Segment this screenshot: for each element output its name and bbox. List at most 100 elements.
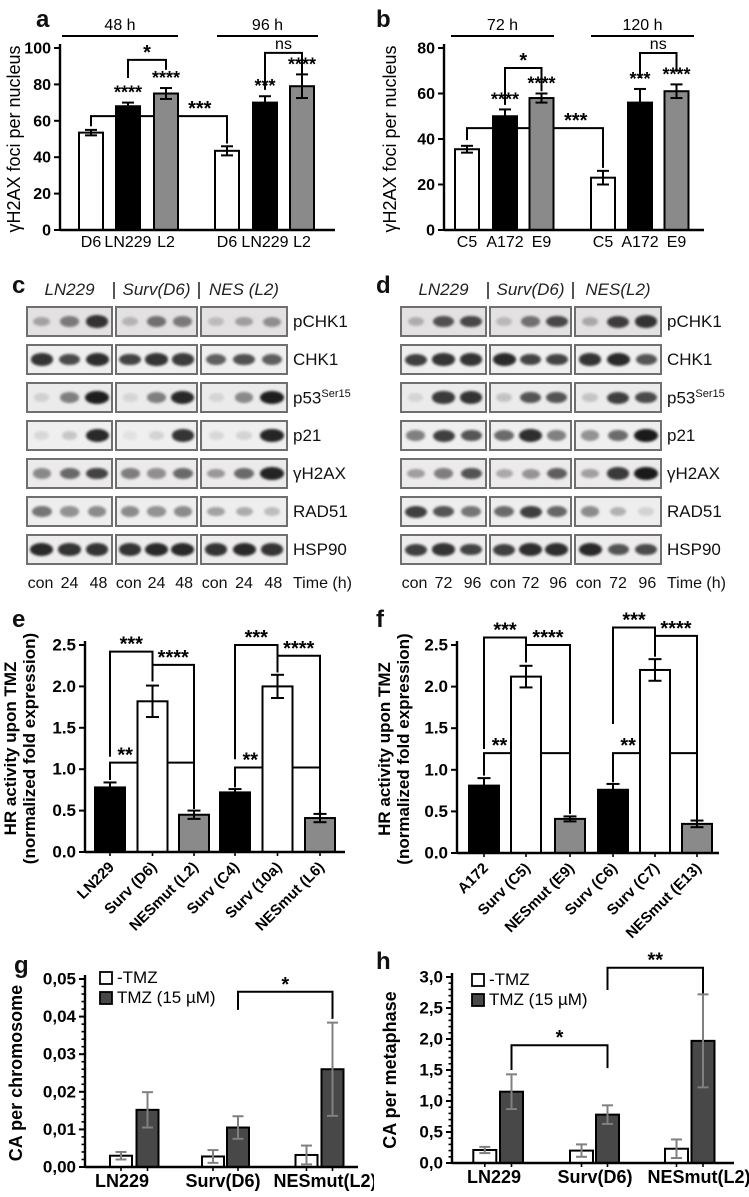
blot-band xyxy=(459,391,483,404)
blot-band xyxy=(122,431,138,440)
blot-row-box xyxy=(115,496,198,527)
blot-time-label: con xyxy=(401,575,428,592)
x-label: D6 xyxy=(217,234,238,251)
blot-band xyxy=(460,543,483,556)
blot-time-label: 24 xyxy=(147,575,166,592)
blot-band xyxy=(460,429,482,442)
blot-group-header: LN229 xyxy=(44,280,95,299)
y-tick-label: 0,05 xyxy=(43,970,76,989)
x-label: C5 xyxy=(457,234,478,251)
blot-row-box xyxy=(26,534,113,565)
blot-row-label: p21 xyxy=(293,425,322,445)
x-group-label: NESmut(L2) xyxy=(648,1167,749,1187)
blot-band xyxy=(147,468,166,479)
blot-row-box xyxy=(26,344,113,375)
y-tick-label: 1.5 xyxy=(424,719,448,738)
blot-band xyxy=(208,393,224,402)
bar xyxy=(663,90,690,231)
blot-band xyxy=(171,391,195,404)
blot-band xyxy=(86,467,109,480)
blot-time-label: con xyxy=(27,575,54,592)
x-group-label: Surv(D6) xyxy=(557,1167,632,1187)
blot-band xyxy=(234,392,254,403)
blot-band xyxy=(260,543,284,556)
panel-c: c LN229 Surv(D6) NES (L2) pCHK1 CHK1 p53Ser15… xyxy=(0,262,374,598)
blot-row-label: CHK1 xyxy=(667,349,713,369)
blot-row-box xyxy=(115,382,198,413)
significance-label: **** xyxy=(660,618,691,640)
y-tick-label: 60 xyxy=(417,86,435,103)
group-header-label: 48 h xyxy=(104,17,135,34)
blot-row-label: γH2AX xyxy=(293,463,346,483)
blot-band xyxy=(208,317,224,326)
blot-band xyxy=(606,467,630,480)
blot-band xyxy=(407,468,425,479)
blot-row-box xyxy=(400,458,487,489)
bar xyxy=(454,148,480,231)
y-tick-label: 1,5 xyxy=(419,1061,443,1080)
y-axis-title: CA per metaphase xyxy=(380,991,400,1148)
blot-band xyxy=(519,353,542,366)
x-label: A172 xyxy=(454,860,491,897)
blot-band xyxy=(85,315,109,328)
blot-band xyxy=(118,543,142,556)
y-tick-label: 2.5 xyxy=(424,636,448,655)
blot-row-box xyxy=(200,420,288,451)
blot-band xyxy=(582,393,598,402)
blot-band xyxy=(496,393,513,402)
significance-bracket xyxy=(639,52,678,79)
significance-label: **** xyxy=(532,627,563,649)
blot-row-label: RAD51 xyxy=(293,501,348,521)
blot-band xyxy=(59,468,80,479)
blot-row-box xyxy=(574,344,662,375)
significance-bracket xyxy=(606,966,704,994)
bar xyxy=(554,817,586,854)
blot-band xyxy=(638,507,654,516)
y-tick-label: 100 xyxy=(24,41,51,58)
blot-band xyxy=(607,543,629,556)
bar xyxy=(289,85,315,231)
blot-row-box xyxy=(489,306,572,337)
blot-row-label: γH2AX xyxy=(667,463,720,483)
blot-row-label: pCHK1 xyxy=(667,311,722,331)
blot-row-box xyxy=(115,344,198,375)
blot-band xyxy=(581,468,599,479)
y-tick-label: 2,0 xyxy=(419,1030,443,1049)
blot-time-axis-label: Time (h) xyxy=(667,575,726,592)
blot-band xyxy=(122,393,138,402)
blot-band xyxy=(492,353,516,366)
blot-band xyxy=(545,543,569,556)
blot-row-label: p21 xyxy=(667,425,696,445)
x-group-label: LN229 xyxy=(95,1171,149,1191)
blot-row-box xyxy=(200,306,288,337)
blot-row-box xyxy=(115,420,198,451)
blot-row-box xyxy=(574,496,662,527)
chart-g-ca-per-chromosome: * 0,00 0,01 0,02 0,03 0,04 0,05 LN229 Surv(D6) NE… xyxy=(6,968,374,1191)
blot-band xyxy=(634,429,658,442)
blot-row-box xyxy=(115,534,198,565)
blot-band xyxy=(232,543,256,556)
y-axis-title: HR activity upon TMZ xyxy=(1,662,20,836)
blot-band xyxy=(494,506,515,517)
bar xyxy=(468,784,500,854)
chart-b-gh2ax-foci: 72 h 120 h****ns******** *** ****020406080C… xyxy=(380,17,704,251)
blot-band xyxy=(85,353,109,366)
blot-row-box xyxy=(489,420,572,451)
blot-band xyxy=(145,543,168,556)
blot-row-box xyxy=(200,496,288,527)
y-tick-label: 0.5 xyxy=(52,801,76,820)
blot-band xyxy=(408,393,424,402)
significance-label: **** xyxy=(283,638,314,660)
blot-band xyxy=(173,316,193,327)
blot-row-label: RAD51 xyxy=(667,501,722,521)
blot-band xyxy=(494,430,515,441)
blot-band xyxy=(608,430,628,441)
bar xyxy=(136,700,169,853)
blot-row-box xyxy=(115,306,198,337)
panel-f: f *** **** ** *** **** ** 0.0 0.5 1.0 1.5 2.0 2.5 A1… xyxy=(374,598,749,944)
blot-band xyxy=(404,353,427,366)
blot-band xyxy=(148,431,165,440)
blot-band xyxy=(433,505,454,518)
blot-band xyxy=(432,429,455,442)
blot-row-label: p53Ser15 xyxy=(293,387,351,408)
